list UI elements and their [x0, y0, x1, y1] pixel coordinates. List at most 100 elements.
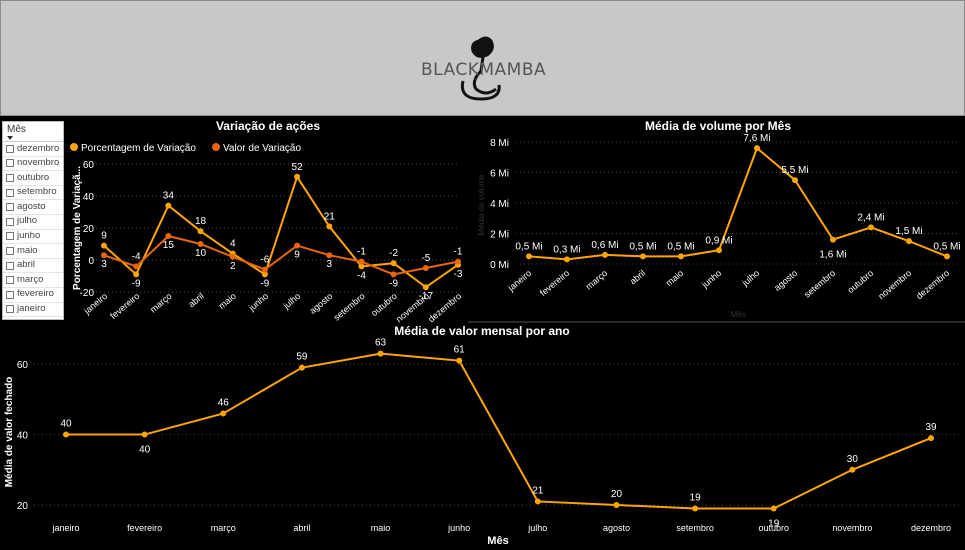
y-tick-label: 2 Mi [490, 230, 509, 241]
checkbox-icon[interactable] [6, 261, 14, 270]
data-point [390, 260, 397, 267]
data-label: 0,3 Mi [553, 244, 580, 255]
y-tick-label: 4 Mi [490, 199, 509, 210]
x-tick-label: abril [293, 523, 310, 533]
data-point [456, 357, 463, 364]
slicer-item-label: abril [17, 259, 35, 271]
data-label: -9 [260, 278, 269, 289]
slicer-item-label: setembro [17, 186, 57, 198]
data-label: 7,6 Mi [743, 133, 770, 144]
month-slicer[interactable]: Mês dezembro novembro outubro setembro agost… [2, 121, 64, 320]
data-label: 46 [218, 397, 230, 408]
checkbox-icon[interactable] [6, 246, 14, 255]
slicer-item-dezembro[interactable]: dezembro [3, 142, 63, 157]
x-tick-label: abril [628, 268, 647, 287]
slicer-item-label: outubro [17, 171, 50, 183]
x-tick-label: fevereiro [108, 291, 141, 321]
data-label: 40 [139, 445, 151, 456]
x-tick-label: outubro [845, 268, 875, 295]
y-tick-label: 20 [83, 224, 95, 235]
slicer-item-label: março [17, 273, 44, 285]
chart2-xlabel: Mês [730, 310, 745, 319]
slicer-item-janeiro[interactable]: janeiro [3, 303, 63, 318]
slicer-item-maio[interactable]: maio [3, 244, 63, 259]
data-label: 0,5 Mi [515, 241, 542, 252]
data-label: -17 [419, 291, 434, 302]
x-tick-label: agosto [603, 523, 630, 533]
slicer-item-agosto[interactable]: agosto [3, 200, 63, 215]
x-tick-label: abril [186, 291, 205, 310]
data-label: 0,9 Mi [705, 235, 732, 246]
data-point [294, 242, 301, 249]
x-tick-label: outubro [369, 291, 399, 318]
data-label: 39 [925, 422, 937, 433]
data-label: 9 [101, 231, 107, 242]
data-point [294, 173, 301, 180]
checkbox-icon[interactable] [6, 305, 14, 314]
data-point [944, 253, 950, 260]
data-point [220, 410, 227, 417]
data-point [358, 258, 365, 265]
data-point [197, 241, 204, 247]
data-label: 10 [195, 248, 207, 259]
header-banner: BLACKMAMBA [0, 0, 965, 116]
slicer-item-fevereiro[interactable]: fevereiro [3, 288, 63, 303]
checkbox-icon[interactable] [6, 217, 14, 226]
checkbox-icon[interactable] [6, 232, 14, 241]
data-point [422, 284, 429, 291]
series-line-1 [103, 234, 459, 276]
data-label: -1 [357, 247, 366, 258]
x-tick-label: janeiro [505, 268, 533, 294]
slicer-item-setembro[interactable]: setembro [3, 186, 63, 201]
slicer-item-julho[interactable]: julho [3, 215, 63, 230]
data-label: -4 [357, 270, 366, 281]
series-line-0 [103, 174, 459, 289]
checkbox-icon[interactable] [6, 159, 14, 168]
slicer-list: dezembro novembro outubro setembro agosto jul… [3, 142, 63, 318]
data-point [526, 253, 532, 260]
checkbox-icon[interactable] [6, 188, 14, 197]
data-label: -4 [132, 251, 141, 262]
checkbox-icon[interactable] [6, 173, 14, 182]
data-label: 61 [454, 345, 466, 356]
series-line [528, 146, 948, 261]
x-tick-label: março [584, 268, 610, 292]
data-label: 34 [163, 191, 175, 202]
x-tick-label: julho [281, 291, 303, 312]
checkbox-icon[interactable] [6, 290, 14, 299]
data-point [906, 238, 912, 245]
slicer-item-abril[interactable]: abril [3, 259, 63, 274]
x-tick-label: agosto [307, 291, 334, 316]
data-label: 1,6 Mi [819, 250, 846, 261]
x-tick-label: novembro [876, 268, 913, 301]
legend-marker-1 [212, 143, 220, 151]
y-tick-label: 20 [17, 501, 29, 512]
data-label: -2 [389, 248, 398, 259]
y-tick-label: 60 [17, 360, 29, 371]
data-label: 63 [375, 338, 387, 349]
slicer-item-março[interactable]: março [3, 273, 63, 288]
x-tick-label: novembro [832, 523, 872, 533]
chevron-down-icon[interactable] [7, 136, 13, 140]
data-label: 40 [60, 419, 72, 430]
slicer-item-junho[interactable]: junho [3, 230, 63, 245]
x-tick-label: setembro [802, 268, 837, 300]
data-label: -9 [389, 278, 398, 289]
data-label: 4 [230, 239, 236, 250]
y-tick-label: 8 Mi [490, 138, 509, 149]
checkbox-icon[interactable] [6, 144, 14, 153]
data-point [868, 224, 874, 231]
data-point [613, 501, 620, 508]
y-tick-label: 60 [83, 160, 95, 171]
chart1-ylabel: Porcentagem de Variaçã... [72, 166, 83, 290]
data-point [754, 145, 760, 152]
data-label: -1 [454, 247, 463, 258]
data-point [133, 271, 140, 278]
slicer-item-novembro[interactable]: novembro [3, 157, 63, 172]
checkbox-icon[interactable] [6, 203, 14, 212]
checkbox-icon[interactable] [6, 276, 14, 285]
data-label: 2 [230, 261, 236, 272]
data-label: 1,5 Mi [895, 226, 922, 237]
slicer-item-outubro[interactable]: outubro [3, 171, 63, 186]
